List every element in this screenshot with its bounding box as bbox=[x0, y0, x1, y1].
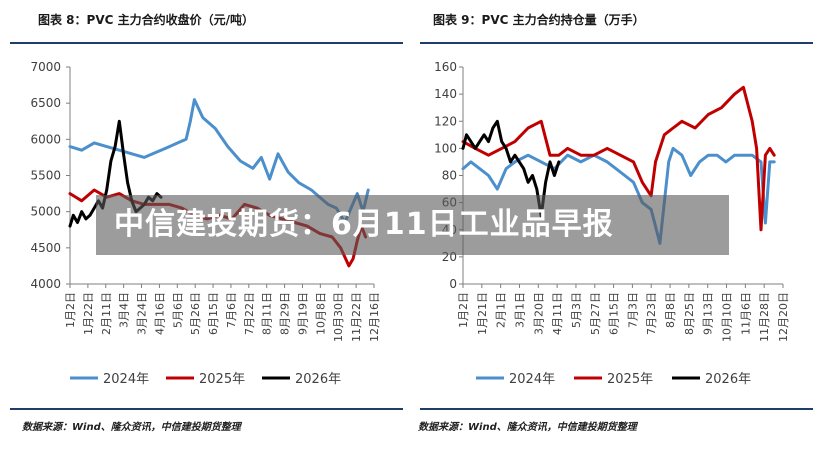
x-tick-label-left: 7月6日 bbox=[225, 292, 238, 328]
x-tick-label-right: 1月21日 bbox=[476, 292, 489, 335]
y-tick-label-right: 160 bbox=[434, 60, 457, 74]
legend-label-left: 2026年 bbox=[295, 372, 341, 387]
x-tick-label-left: 5月26日 bbox=[189, 292, 202, 335]
x-tick-label-right: 12月20日 bbox=[777, 292, 790, 342]
x-tick-label-left: 1月2日 bbox=[64, 292, 77, 328]
x-tick-label-right: 3月20日 bbox=[532, 292, 545, 335]
chart-title-right: 图表 9：PVC 主力合约持仓量（万手） bbox=[433, 13, 645, 27]
x-tick-label-right: 7月3日 bbox=[626, 292, 639, 328]
title-rule-left bbox=[10, 42, 403, 44]
y-tick-label-right: 0 bbox=[449, 277, 457, 291]
x-tick-label-right: 4月11日 bbox=[551, 292, 564, 335]
x-tick-label-left: 7月22日 bbox=[243, 292, 256, 335]
x-tick-label-left: 11月22日 bbox=[350, 292, 363, 342]
y-tick-label-left: 5500 bbox=[30, 169, 61, 183]
legend-label-right: 2026年 bbox=[705, 372, 751, 387]
x-tick-label-left: 10月8日 bbox=[314, 292, 327, 335]
y-tick-label-left: 6500 bbox=[30, 96, 61, 110]
x-tick-label-left: 10月30日 bbox=[332, 292, 345, 342]
x-tick-label-right: 6月15日 bbox=[608, 292, 621, 335]
source-rule-left bbox=[10, 408, 403, 410]
legend-label-left: 2024年 bbox=[103, 372, 149, 387]
headline-banner-text: 中信建投期货：6月11日工业品早报 bbox=[114, 207, 614, 242]
series-line-right-2025年 bbox=[461, 85, 776, 232]
x-tick-label-right: 10月10日 bbox=[721, 292, 734, 342]
y-tick-label-right: 80 bbox=[442, 169, 457, 183]
headline-banner bbox=[96, 195, 729, 255]
source-note-left: 数据来源：Wind、隆众资讯，中信建投期货整理 bbox=[22, 422, 241, 433]
x-tick-label-left: 4月16日 bbox=[153, 292, 166, 335]
y-tick-label-right: 120 bbox=[434, 114, 457, 128]
chart-title-left: 图表 8：PVC 主力合约收盘价（元/吨） bbox=[38, 13, 254, 27]
x-tick-label-right: 2月1日 bbox=[495, 292, 508, 328]
x-tick-label-right: 11月6日 bbox=[739, 292, 752, 335]
x-tick-label-left: 3月4日 bbox=[118, 292, 131, 328]
x-tick-label-right: 3月1日 bbox=[513, 292, 526, 328]
y-tick-label-right: 100 bbox=[434, 141, 457, 155]
x-tick-label-left: 12月16日 bbox=[368, 292, 381, 342]
title-rule-right bbox=[420, 42, 813, 44]
source-note-right: 数据来源：Wind、隆众资讯，中信建投期货整理 bbox=[418, 422, 637, 433]
x-tick-label-right: 5月27日 bbox=[589, 292, 602, 335]
y-tick-label-left: 4000 bbox=[30, 277, 61, 291]
x-tick-label-right: 7月23日 bbox=[645, 292, 658, 335]
x-tick-label-left: 8月29日 bbox=[279, 292, 292, 335]
y-tick-label-left: 4500 bbox=[30, 241, 61, 255]
x-tick-label-left: 1月22日 bbox=[82, 292, 95, 335]
x-tick-label-right: 5月3日 bbox=[570, 292, 583, 328]
source-rule-right bbox=[420, 408, 813, 410]
y-tick-label-left: 6000 bbox=[30, 132, 61, 146]
y-tick-label-left: 7000 bbox=[30, 60, 61, 74]
x-tick-label-left: 5月6日 bbox=[171, 292, 184, 328]
x-tick-label-right: 11月28日 bbox=[758, 292, 771, 342]
x-tick-label-left: 6月15日 bbox=[207, 292, 220, 335]
legend-label-right: 2025年 bbox=[607, 372, 653, 387]
x-tick-label-left: 8月11日 bbox=[261, 292, 274, 335]
y-tick-label-right: 140 bbox=[434, 87, 457, 101]
x-tick-label-left: 2月11日 bbox=[100, 292, 113, 335]
x-tick-label-left: 9月19日 bbox=[296, 292, 309, 335]
x-tick-label-right: 9月13日 bbox=[702, 292, 715, 335]
legend-label-right: 2024年 bbox=[509, 372, 555, 387]
x-tick-label-left: 3月24日 bbox=[136, 292, 149, 335]
legend-label-left: 2025年 bbox=[199, 372, 245, 387]
x-tick-label-right: 8月25日 bbox=[683, 292, 696, 335]
y-tick-label-left: 5000 bbox=[30, 205, 61, 219]
x-tick-label-right: 8月8日 bbox=[664, 292, 677, 328]
x-tick-label-right: 1月2日 bbox=[457, 292, 470, 328]
